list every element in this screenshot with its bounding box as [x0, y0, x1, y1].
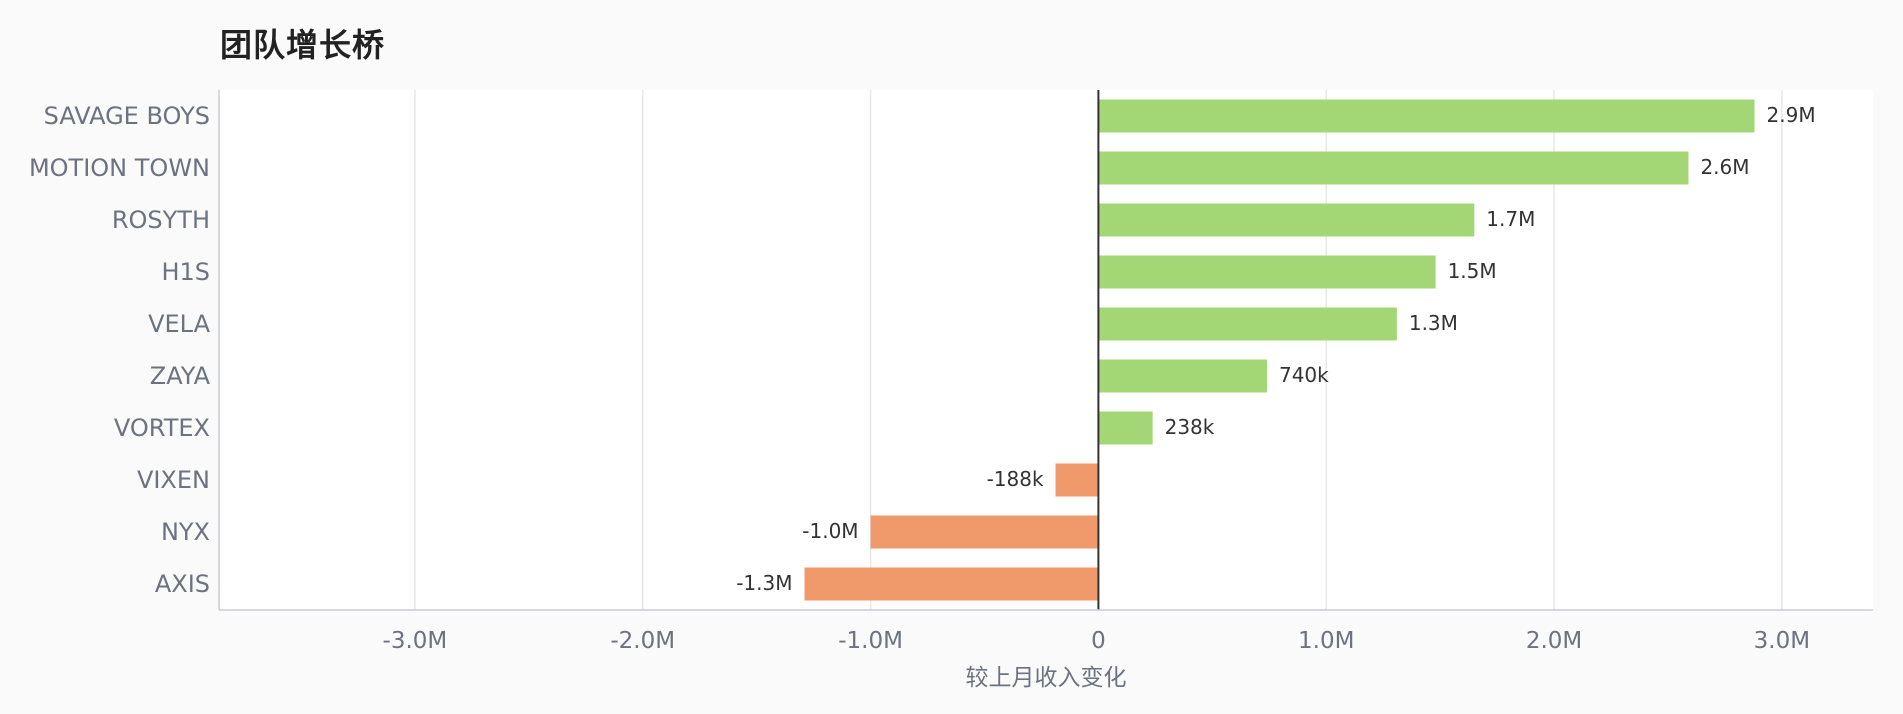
x-tick-label: -3.0M [383, 628, 448, 654]
data-label: 1.7M [1486, 207, 1535, 231]
bar [1098, 255, 1436, 289]
x-axis-title: 较上月收入变化 [966, 665, 1127, 691]
bar [1098, 151, 1689, 185]
data-label: -188k [987, 467, 1044, 491]
chart-title: 团队增长桥 [220, 26, 386, 64]
category-label: VIXEN [137, 466, 210, 494]
category-label: VELA [148, 310, 211, 338]
category-label: ROSYTH [112, 206, 210, 234]
category-label: VORTEX [114, 414, 210, 442]
bar [870, 515, 1099, 549]
x-tick-label: 2.0M [1526, 628, 1582, 654]
category-label: ZAYA [150, 362, 211, 390]
category-label: NYX [161, 518, 210, 546]
data-label: 2.6M [1700, 155, 1749, 179]
x-tick-label: -1.0M [838, 628, 903, 654]
bar [1098, 307, 1397, 341]
x-tick-label: 3.0M [1754, 628, 1810, 654]
bar [1098, 99, 1755, 133]
category-label: AXIS [155, 570, 210, 598]
data-label: 1.5M [1448, 259, 1497, 283]
data-label: -1.0M [802, 519, 858, 543]
bar [1098, 411, 1153, 445]
category-label: H1S [161, 258, 210, 286]
category-label: MOTION TOWN [29, 154, 210, 182]
data-label: 1.3M [1409, 311, 1458, 335]
data-label: 238k [1165, 415, 1215, 439]
bar [1098, 359, 1267, 393]
bar [1055, 463, 1099, 497]
x-tick-label: 1.0M [1298, 628, 1354, 654]
category-label: SAVAGE BOYS [44, 102, 210, 130]
x-tick-label: 0 [1091, 628, 1106, 654]
x-tick-label: -2.0M [610, 628, 675, 654]
data-label: -1.3M [736, 571, 792, 595]
data-label: 2.9M [1767, 103, 1816, 127]
bar [804, 567, 1099, 601]
bar [1098, 203, 1475, 237]
data-label: 740k [1279, 363, 1329, 387]
